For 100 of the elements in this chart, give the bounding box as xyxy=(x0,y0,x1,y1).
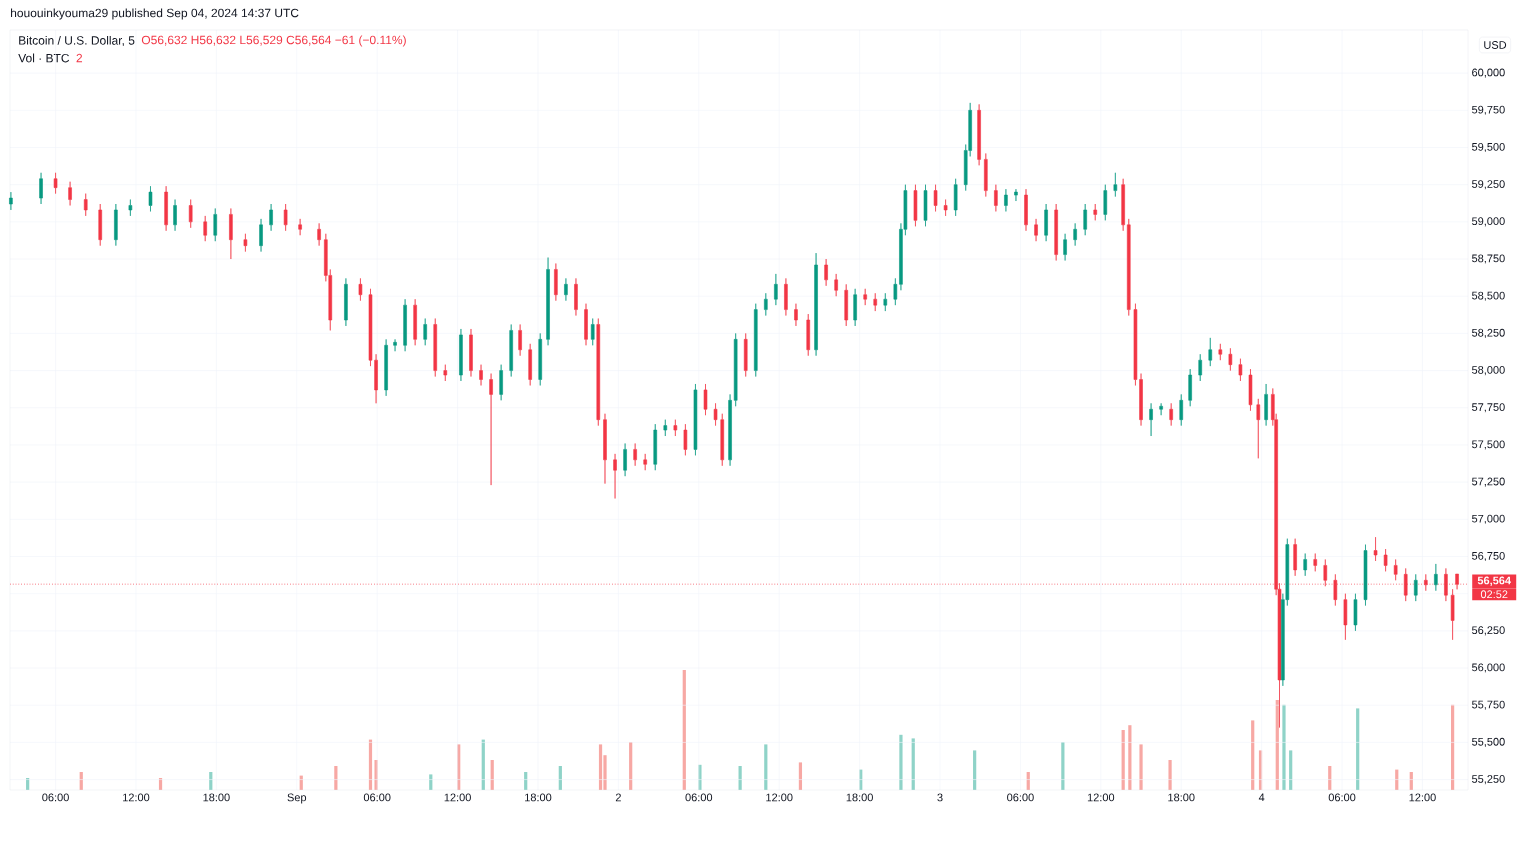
x-tick-label: 4 xyxy=(1258,793,1265,802)
candlestick xyxy=(774,273,778,306)
candlestick xyxy=(489,373,493,486)
y-tick-label: 59,500 xyxy=(1471,142,1505,153)
candlestick xyxy=(683,423,688,456)
candlestick xyxy=(423,318,427,346)
candlestick xyxy=(459,328,463,382)
candlestick xyxy=(584,303,588,346)
y-axis-title: USD xyxy=(1484,41,1507,49)
candlestick xyxy=(1198,353,1202,382)
candlestick xyxy=(1218,343,1223,361)
candlestick xyxy=(923,184,928,227)
x-tick-label: 12:00 xyxy=(444,793,471,802)
candlestick xyxy=(596,318,601,426)
candlestick xyxy=(824,258,828,287)
candlestick xyxy=(1149,403,1153,437)
candlestick xyxy=(603,413,607,484)
candlestick xyxy=(203,215,207,242)
candlestick xyxy=(1188,368,1192,407)
candlestick xyxy=(1093,203,1098,221)
candlestick xyxy=(673,419,678,437)
candlestick xyxy=(173,199,177,232)
y-tick-label: 57,500 xyxy=(1471,440,1505,450)
candlestick xyxy=(1024,188,1028,232)
candlestick xyxy=(9,191,13,211)
candlestick xyxy=(1450,588,1455,641)
candlestick xyxy=(1083,203,1087,236)
candlestick xyxy=(1383,548,1388,572)
candlestick xyxy=(1343,593,1348,641)
candlestick xyxy=(479,364,483,386)
candlestick xyxy=(509,324,513,377)
y-tick-label: 58,250 xyxy=(1471,328,1505,338)
candlestick xyxy=(518,324,522,357)
candlestick xyxy=(538,333,542,386)
candlestick xyxy=(764,292,768,316)
candlestick xyxy=(913,184,918,227)
y-tick-label: 58,750 xyxy=(1471,254,1505,264)
candlestick xyxy=(943,199,948,217)
x-tick-label: 3 xyxy=(937,793,943,802)
candlestick xyxy=(1393,559,1398,581)
candlestick xyxy=(1113,172,1118,197)
bar xyxy=(1168,760,1172,790)
candlestick xyxy=(1238,358,1243,382)
y-tick-label: 55,750 xyxy=(1471,700,1505,710)
candlestick xyxy=(1063,233,1067,261)
candlestick xyxy=(317,223,321,246)
candlestick xyxy=(1208,337,1213,367)
x-tick-label: 18:00 xyxy=(846,793,873,802)
candlestick xyxy=(883,292,888,312)
candlestick xyxy=(1169,403,1173,426)
candlestick xyxy=(546,257,550,346)
y-tick-label: 58,000 xyxy=(1471,366,1505,376)
y-tick-label: 56,750 xyxy=(1471,551,1505,562)
y-tick-label: 60,000 xyxy=(1472,68,1505,78)
annotation: 2 xyxy=(76,53,83,63)
candlestick xyxy=(443,364,448,382)
candlestick xyxy=(564,278,568,301)
y-tick-label: 55,500 xyxy=(1471,737,1505,747)
candlestick xyxy=(1256,398,1261,459)
candlestick xyxy=(229,208,233,260)
candlestick xyxy=(590,318,595,346)
candlestick xyxy=(114,203,118,246)
candlestick xyxy=(469,328,473,377)
candlestick xyxy=(413,298,417,346)
bar xyxy=(899,734,903,790)
y-tick-label: 58,500 xyxy=(1471,291,1505,301)
candlestick xyxy=(653,423,658,471)
candlestick xyxy=(403,298,407,352)
candlestick xyxy=(713,403,718,426)
candlestick xyxy=(499,364,503,401)
candlestick xyxy=(1373,536,1378,562)
candlestick xyxy=(693,383,698,456)
x-tick-label: 06:00 xyxy=(363,793,391,802)
candlestick xyxy=(358,278,363,301)
x-tick-label: 18:00 xyxy=(525,793,552,802)
candlestick xyxy=(83,193,88,217)
y-tick-label: 59,750 xyxy=(1471,105,1505,115)
candlestick xyxy=(984,153,988,197)
candlestick xyxy=(1103,184,1108,221)
candlestick xyxy=(933,184,938,212)
candlestick xyxy=(298,218,302,236)
candlestick xyxy=(128,199,133,217)
candlestick xyxy=(1313,553,1318,572)
candlestick xyxy=(733,333,738,407)
y-tick-label: 55,250 xyxy=(1471,775,1505,785)
candlestick xyxy=(68,181,72,206)
candlestick xyxy=(1179,394,1184,426)
x-tick-label: 18:00 xyxy=(203,793,230,802)
candlestick xyxy=(393,339,397,352)
bar xyxy=(1251,720,1255,790)
candlestick xyxy=(977,104,981,166)
candlestick xyxy=(1434,563,1438,591)
candlestick xyxy=(433,318,438,377)
candlestick xyxy=(1004,188,1008,212)
candlestick xyxy=(728,394,732,467)
candlestick xyxy=(1159,403,1163,416)
y-tick-label: 59,250 xyxy=(1471,180,1505,190)
candlestick xyxy=(613,453,617,499)
candlestick xyxy=(98,203,103,246)
bar xyxy=(598,744,603,790)
